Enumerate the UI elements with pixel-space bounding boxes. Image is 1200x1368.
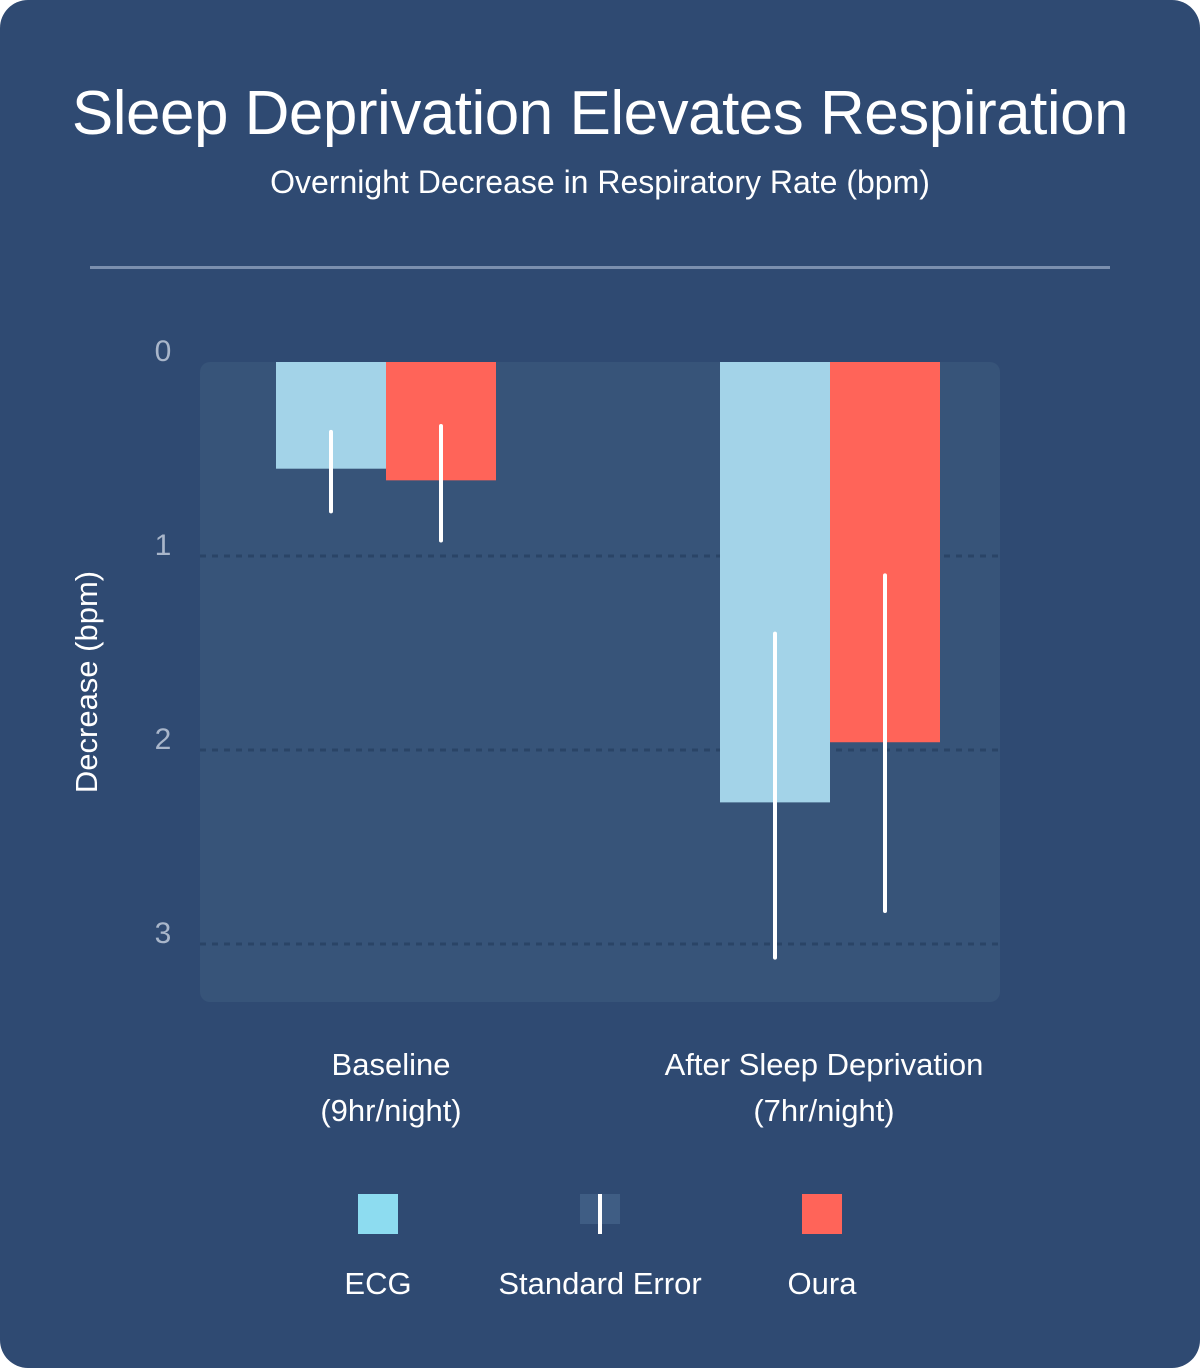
x-category-sleep-deprivation-line1: After Sleep Deprivation (664, 1047, 984, 1082)
oura-swatch-icon (802, 1194, 842, 1234)
legend-item-oura: Oura (692, 1194, 952, 1302)
legend-item-standard-error: Standard Error (470, 1194, 730, 1302)
y-tick-2: 2 (154, 723, 172, 756)
y-tick-3: 3 (154, 917, 172, 950)
x-category-baseline-line1: Baseline (331, 1047, 451, 1082)
chart-subtitle: Overnight Decrease in Respiratory Rate (… (270, 164, 930, 200)
y-tick-1: 1 (154, 529, 172, 562)
error-bar-line-icon (598, 1194, 602, 1234)
title-divider (90, 266, 1110, 269)
legend-label-oura: Oura (787, 1266, 857, 1301)
chart-title: Sleep Deprivation Elevates Respiration (71, 79, 1129, 148)
x-category-sleep-deprivation: After Sleep Deprivation (7hr/night) (614, 1042, 1034, 1134)
x-category-baseline-line2: (9hr/night) (320, 1093, 462, 1128)
legend-item-ecg: ECG (248, 1194, 508, 1302)
legend-label-standard-error: Standard Error (498, 1266, 702, 1301)
error-bar-swatch-icon (580, 1194, 620, 1234)
ecg-swatch-icon (358, 1194, 398, 1234)
x-category-baseline: Baseline (9hr/night) (181, 1042, 601, 1134)
x-category-sleep-deprivation-line2: (7hr/night) (753, 1093, 895, 1128)
legend-label-ecg: ECG (344, 1266, 412, 1301)
y-tick-0: 0 (154, 335, 172, 368)
